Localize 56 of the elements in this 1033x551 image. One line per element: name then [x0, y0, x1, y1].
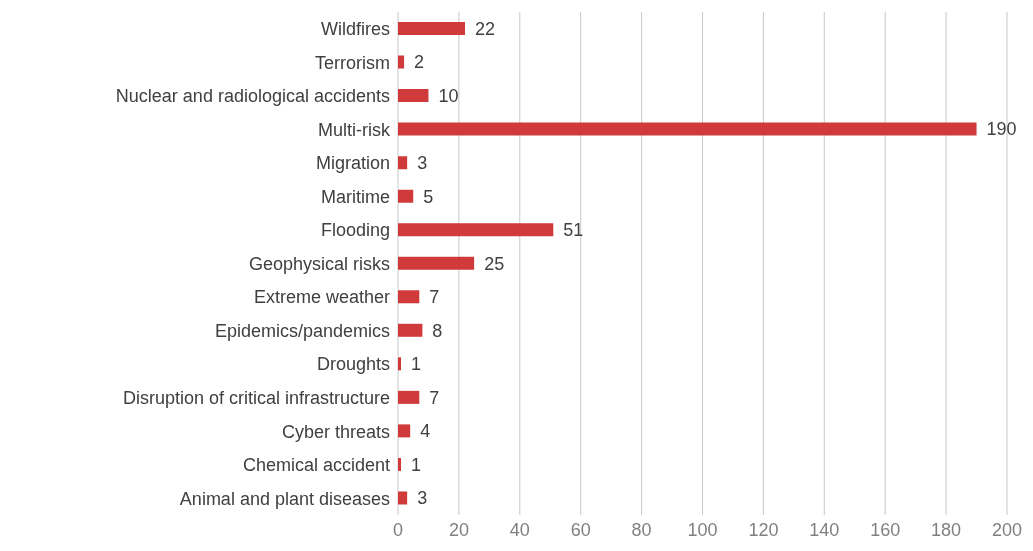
data-label: 2	[414, 52, 425, 73]
x-tick-label: 100	[687, 519, 718, 540]
data-label: 22	[474, 18, 496, 39]
y-tick-label: Multi-risk	[318, 119, 391, 140]
bar	[398, 156, 408, 170]
data-label: 25	[484, 253, 505, 274]
bar	[398, 457, 402, 471]
bar	[398, 491, 408, 505]
data-label: 51	[563, 220, 584, 241]
y-tick-label: Nuclear and radiological accidents	[115, 86, 390, 107]
bar	[398, 22, 465, 35]
data-label: 7	[429, 287, 440, 308]
data-label: 7	[429, 387, 440, 408]
bar	[398, 390, 420, 404]
bar	[398, 89, 429, 103]
bar	[398, 189, 414, 203]
data-label: 1	[411, 354, 422, 375]
y-tick-label: Chemical accident	[242, 455, 390, 476]
y-tick-label: Animal and plant diseases	[179, 488, 390, 509]
y-tick-label: Wildfires	[320, 19, 390, 40]
data-label: 4	[420, 421, 431, 442]
y-tick-label: Cyber threats	[281, 421, 390, 442]
data-label: 10	[438, 85, 459, 106]
y-tick-label: Maritime	[320, 186, 390, 207]
x-tick-label: 140	[809, 519, 840, 540]
x-tick-label: 180	[931, 519, 962, 540]
data-label: 3	[417, 488, 428, 509]
bar	[398, 223, 554, 237]
bar	[398, 323, 423, 337]
y-tick-label: Migration	[315, 153, 390, 174]
y-tick-label: Droughts	[316, 354, 390, 375]
y-tick-label: Epidemics/pandemics	[214, 320, 390, 341]
x-tick-label: 200	[991, 519, 1023, 540]
x-tick-label: 120	[748, 519, 779, 540]
y-tick-label: Extreme weather	[253, 287, 390, 308]
x-tick-label: 80	[631, 519, 652, 540]
y-tick-label: Terrorism	[315, 52, 390, 73]
data-label: 8	[432, 320, 443, 341]
y-tick-label: Flooding	[320, 220, 390, 241]
y-tick-label: Geophysical risks	[248, 253, 390, 274]
x-tick-label: 0	[392, 519, 404, 540]
bar	[398, 290, 420, 304]
bar	[398, 424, 411, 438]
bar	[398, 256, 475, 270]
x-tick-label: 160	[870, 519, 901, 540]
bar	[398, 357, 402, 371]
data-label: 3	[417, 153, 428, 174]
x-tick-label: 40	[509, 519, 530, 540]
bar	[398, 122, 977, 136]
data-label: 1	[411, 454, 422, 475]
x-tick-label: 20	[448, 519, 469, 540]
bar	[398, 55, 405, 69]
y-tick-label: Disruption of critical infrastructure	[122, 388, 390, 409]
data-label: 5	[423, 186, 434, 207]
data-label: 190	[986, 119, 1017, 140]
x-tick-label: 60	[570, 519, 591, 540]
